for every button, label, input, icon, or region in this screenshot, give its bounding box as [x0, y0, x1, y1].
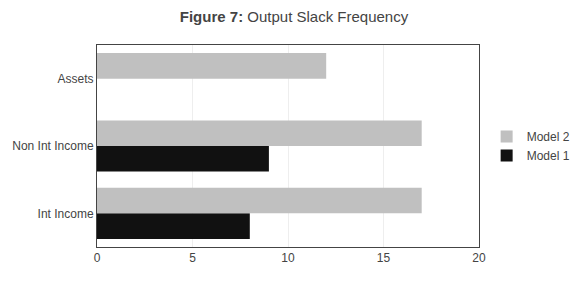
svg-text:0: 0: [94, 251, 101, 265]
svg-text:20: 20: [472, 251, 486, 265]
svg-text:Model 1: Model 1: [527, 149, 570, 163]
svg-text:15: 15: [377, 251, 391, 265]
svg-text:5: 5: [189, 251, 196, 265]
svg-text:10: 10: [281, 251, 295, 265]
svg-text:Assets: Assets: [58, 72, 94, 86]
svg-text:Int Income: Int Income: [38, 207, 94, 221]
svg-text:Model 2: Model 2: [527, 130, 570, 144]
svg-text:Non Int Income: Non Int Income: [12, 139, 94, 153]
svg-text:Figure 7: Output Slack Frequen: Figure 7: Output Slack Frequency: [180, 8, 409, 25]
